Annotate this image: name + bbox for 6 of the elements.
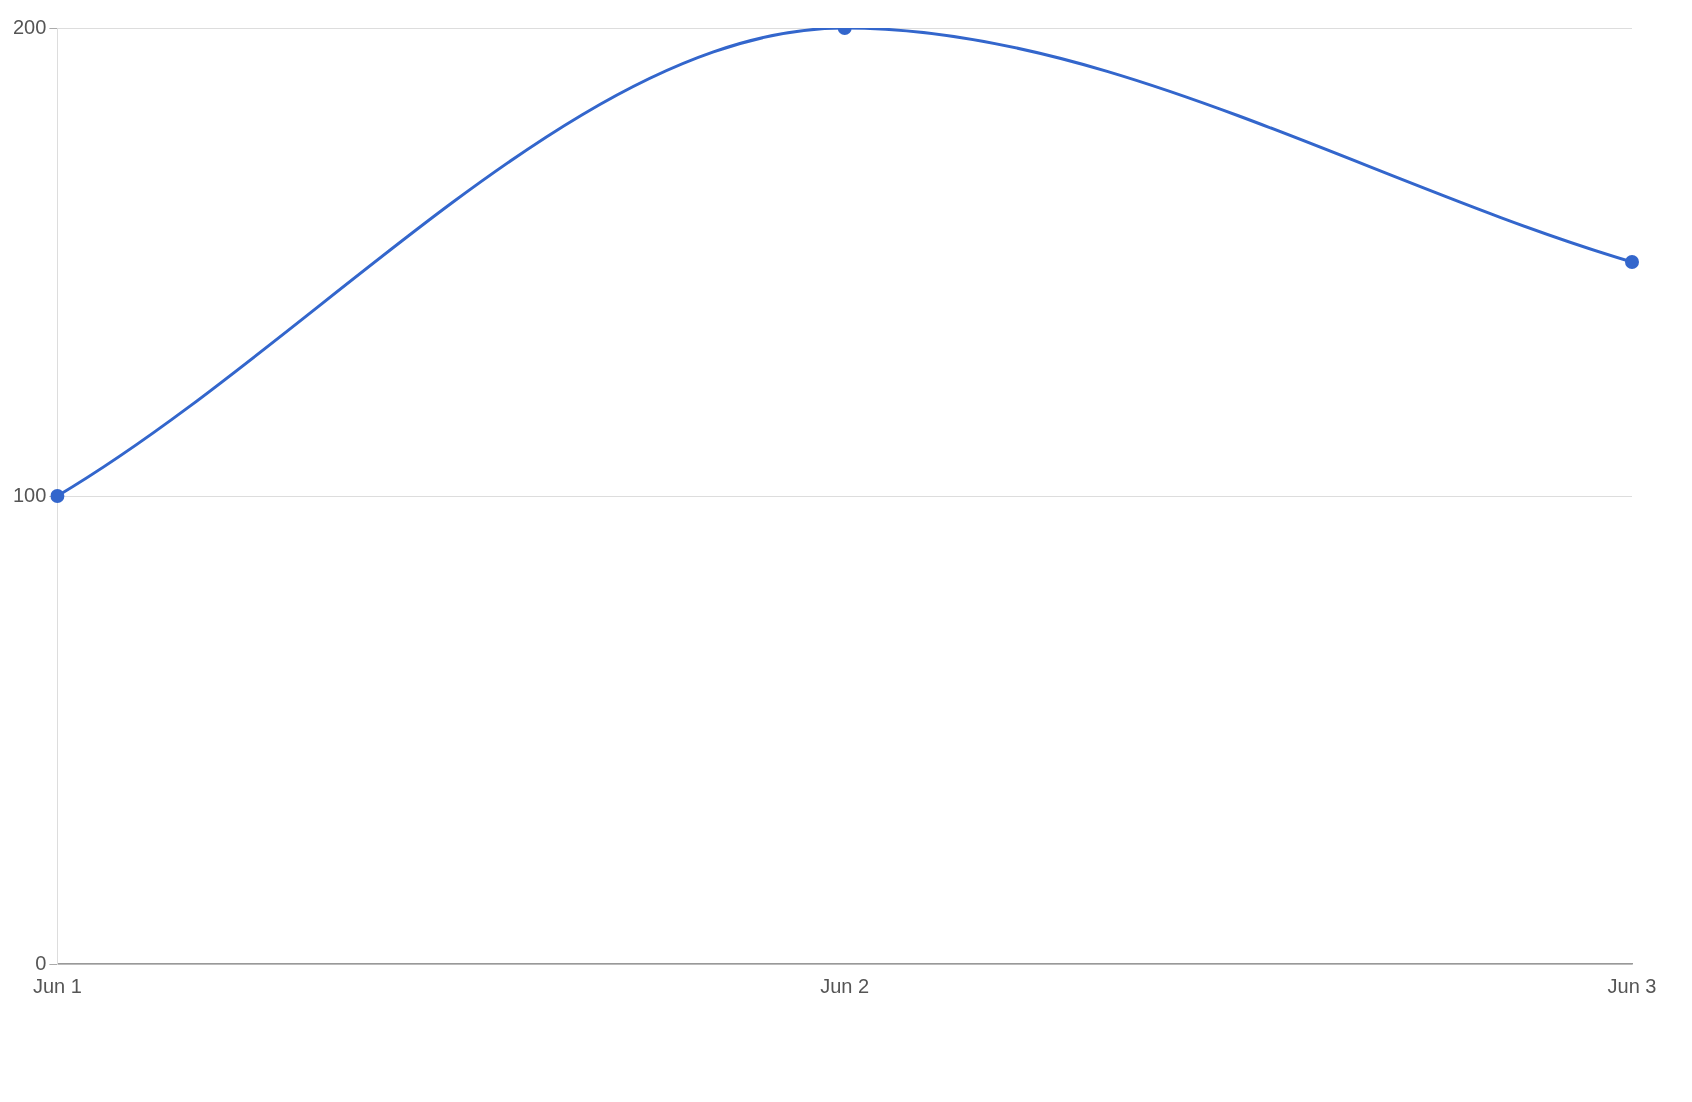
y-tick-label: 0: [35, 951, 47, 974]
y-tick-label: 200: [12, 15, 47, 38]
y-tick-label: 100: [12, 483, 47, 506]
x-tick-label: Jun 1: [32, 974, 82, 997]
x-tick-label: Jun 2: [820, 974, 870, 997]
x-tick-label: Jun 3: [1607, 974, 1657, 997]
